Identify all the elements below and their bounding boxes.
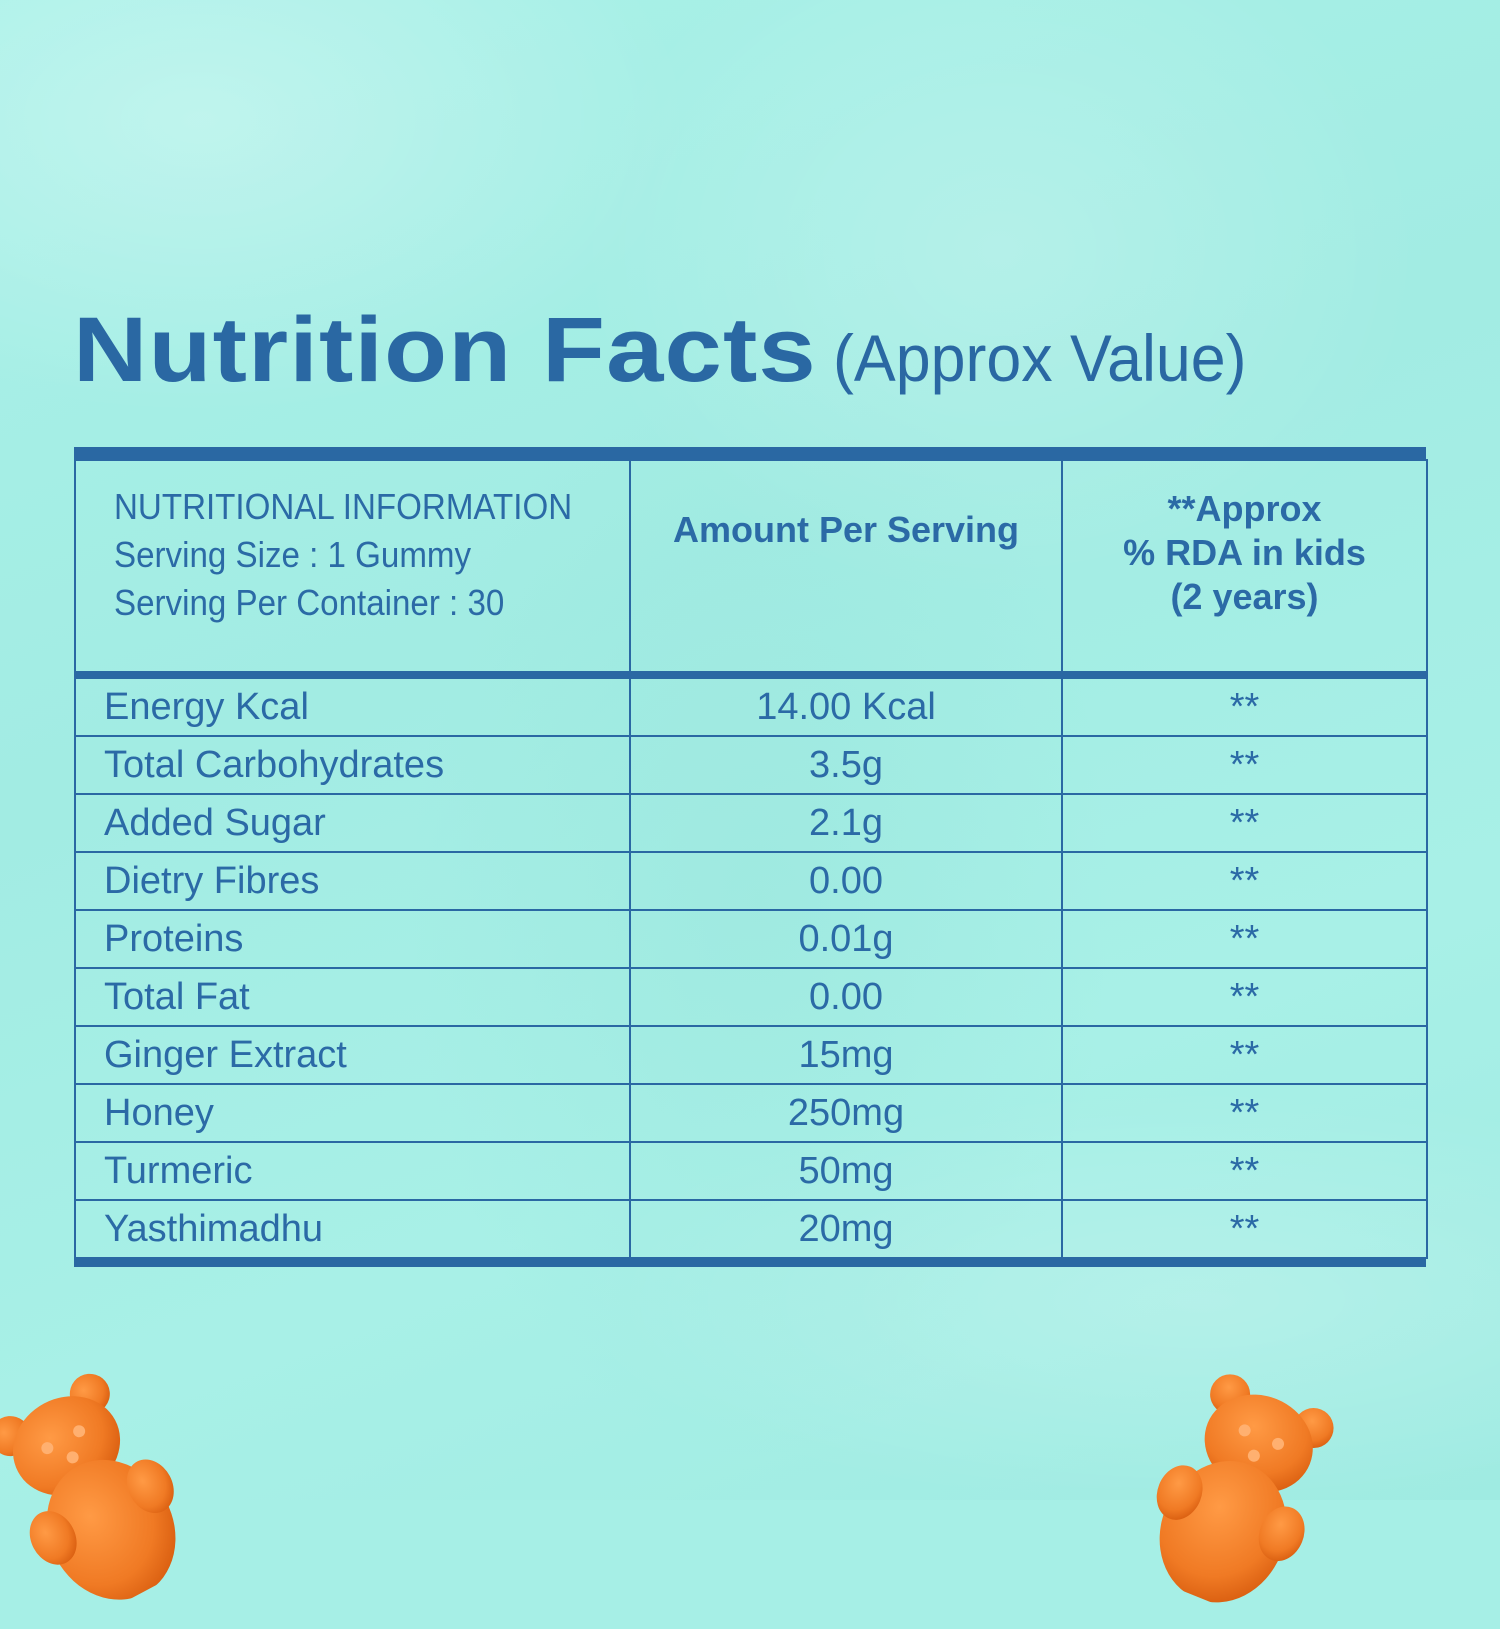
table-top-bar bbox=[74, 447, 1426, 459]
info-heading: NUTRITIONAL INFORMATION bbox=[114, 486, 573, 527]
nutrient-name: Added Sugar bbox=[74, 793, 631, 853]
nutrient-amount: 2.1g bbox=[629, 793, 1063, 853]
nutrition-table: NUTRITIONAL INFORMATION Serving Size : 1… bbox=[74, 447, 1428, 1267]
nutrient-amount: 0.00 bbox=[629, 851, 1063, 911]
table-row: Turmeric 50mg ** bbox=[74, 1141, 1428, 1201]
nutrient-rda: ** bbox=[1061, 1025, 1428, 1085]
table-bottom-bar bbox=[74, 1259, 1426, 1267]
nutrient-name: Energy Kcal bbox=[74, 677, 631, 737]
page-title: Nutrition Facts (Approx Value) bbox=[73, 298, 1268, 403]
table-row: Yasthimadhu 20mg ** bbox=[74, 1199, 1428, 1259]
rda-header: **Approx % RDA in kids (2 years) bbox=[1061, 459, 1428, 675]
nutrient-amount: 14.00 Kcal bbox=[629, 677, 1063, 737]
table-row: Energy Kcal 14.00 Kcal ** bbox=[74, 677, 1428, 737]
rda-header-line-2: % RDA in kids bbox=[1123, 532, 1366, 573]
table-row: Total Fat 0.00 ** bbox=[74, 967, 1428, 1027]
nutrient-amount: 0.01g bbox=[629, 909, 1063, 969]
nutrient-rda: ** bbox=[1061, 1083, 1428, 1143]
nutrient-amount: 250mg bbox=[629, 1083, 1063, 1143]
servings-per-container: Serving Per Container : 30 bbox=[114, 582, 505, 623]
table-row: Dietry Fibres 0.00 ** bbox=[74, 851, 1428, 911]
nutrient-rda: ** bbox=[1061, 1199, 1428, 1259]
nutrient-name: Proteins bbox=[74, 909, 631, 969]
serving-size: Serving Size : 1 Gummy bbox=[114, 534, 472, 575]
nutrient-rda: ** bbox=[1061, 967, 1428, 1027]
table-row: Added Sugar 2.1g ** bbox=[74, 793, 1428, 853]
nutrient-name: Honey bbox=[74, 1083, 631, 1143]
nutrient-amount: 20mg bbox=[629, 1199, 1063, 1259]
nutrient-name: Dietry Fibres bbox=[74, 851, 631, 911]
rda-header-line-1: **Approx bbox=[1167, 488, 1322, 529]
nutrient-rda: ** bbox=[1061, 851, 1428, 911]
nutrient-name: Total Carbohydrates bbox=[74, 735, 631, 795]
nutrient-name: Yasthimadhu bbox=[74, 1199, 631, 1259]
amount-per-serving-header: Amount Per Serving bbox=[629, 459, 1063, 675]
nutrient-rda: ** bbox=[1061, 793, 1428, 853]
nutrient-rda: ** bbox=[1061, 1141, 1428, 1201]
table-row: Ginger Extract 15mg ** bbox=[74, 1025, 1428, 1085]
table-row: Total Carbohydrates 3.5g ** bbox=[74, 735, 1428, 795]
table-header-row: NUTRITIONAL INFORMATION Serving Size : 1… bbox=[74, 459, 1428, 675]
table-row: Honey 250mg ** bbox=[74, 1083, 1428, 1143]
header-separator bbox=[74, 671, 1428, 678]
nutrient-rda: ** bbox=[1061, 909, 1428, 969]
nutrient-amount: 15mg bbox=[629, 1025, 1063, 1085]
nutrient-name: Turmeric bbox=[74, 1141, 631, 1201]
nutrient-amount: 3.5g bbox=[629, 735, 1063, 795]
rda-header-line-3: (2 years) bbox=[1170, 576, 1319, 617]
gummy-bear-left-icon bbox=[0, 1373, 176, 1600]
title-main: Nutrition Facts bbox=[73, 299, 817, 401]
table-row: Proteins 0.01g ** bbox=[74, 909, 1428, 969]
nutrient-name: Total Fat bbox=[74, 967, 631, 1027]
nutrient-amount: 50mg bbox=[629, 1141, 1063, 1201]
title-subtitle: (Approx Value) bbox=[833, 321, 1247, 395]
nutrient-rda: ** bbox=[1061, 735, 1428, 795]
nutrient-name: Ginger Extract bbox=[74, 1025, 631, 1085]
nutrient-amount: 0.00 bbox=[629, 967, 1063, 1027]
nutrient-rda: ** bbox=[1061, 677, 1428, 737]
nutritional-info-cell: NUTRITIONAL INFORMATION Serving Size : 1… bbox=[74, 459, 631, 675]
gummy-bear-right-icon bbox=[1156, 1374, 1334, 1603]
